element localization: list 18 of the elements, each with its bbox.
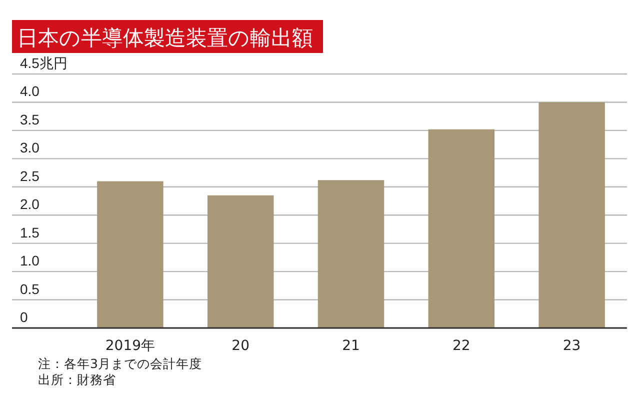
- y-tick-label: 1.0: [20, 252, 40, 269]
- chart-title: 日本の半導体製造装置の輸出額: [17, 26, 313, 50]
- y-tick-label: 4.0: [20, 83, 40, 100]
- x-tick-label: 21: [342, 338, 360, 354]
- text: 出所：財務省: [38, 372, 116, 387]
- y-tick-label: 0.5: [20, 280, 40, 297]
- y-tick-label: 3.0: [20, 140, 40, 156]
- y-tick-label: 4.5兆円: [20, 55, 68, 71]
- y-tick-label: 2.5: [20, 168, 40, 184]
- y-tick-label: 3.5: [20, 111, 40, 128]
- y-tick-label: 1.5: [20, 224, 40, 240]
- y-tick-label: 2.0: [20, 196, 40, 212]
- x-tick-label: 2019年: [105, 338, 156, 354]
- x-tick-label: 22: [452, 338, 470, 354]
- y-tick-label: 0: [20, 309, 28, 325]
- x-tick-label: 23: [562, 338, 581, 354]
- text: 注：各年3月までの会計年度: [38, 356, 202, 371]
- x-tick-label: 20: [232, 338, 250, 354]
